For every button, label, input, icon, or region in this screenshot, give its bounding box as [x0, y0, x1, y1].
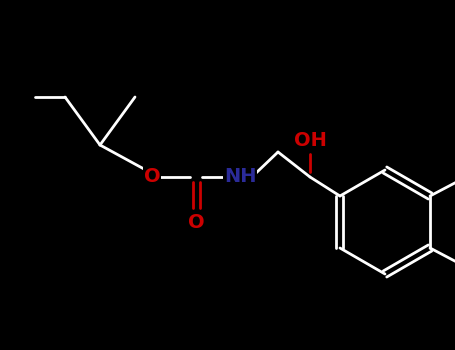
Text: O: O	[187, 212, 204, 231]
Text: OH: OH	[293, 131, 326, 149]
Text: NH: NH	[224, 168, 256, 187]
Text: O: O	[144, 168, 160, 187]
